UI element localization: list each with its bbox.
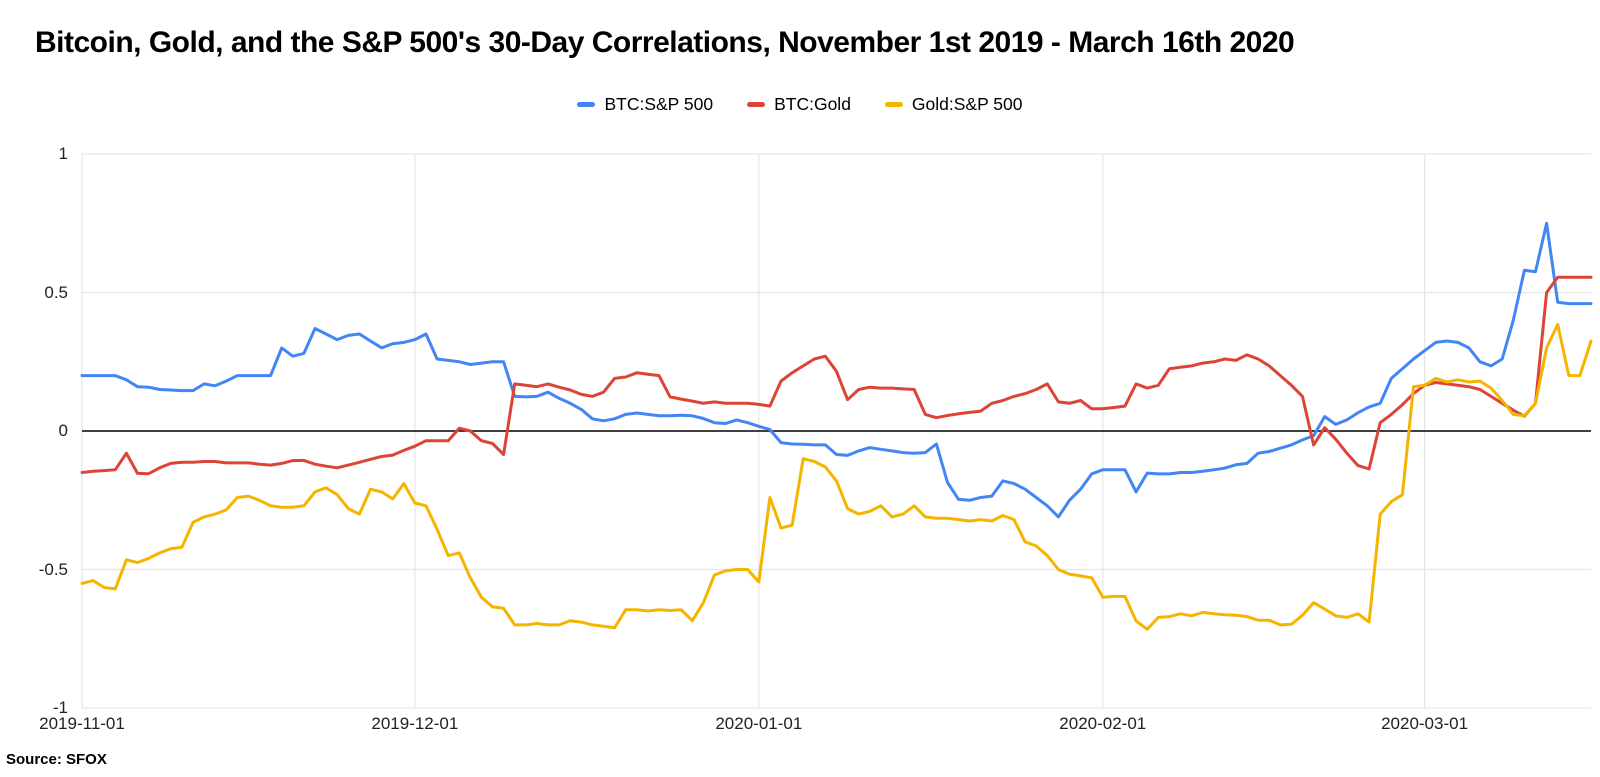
legend-swatch-yellow-icon bbox=[884, 102, 903, 107]
legend-label: BTC:Gold bbox=[774, 94, 851, 114]
x-axis-label: 2020-03-01 bbox=[1381, 714, 1469, 733]
legend-label: Gold:S&P 500 bbox=[911, 94, 1023, 114]
legend-label: BTC:S&P 500 bbox=[604, 94, 714, 114]
x-axis-label: 2020-02-01 bbox=[1059, 714, 1147, 733]
x-axis-label: 2020-01-01 bbox=[715, 714, 803, 733]
y-axis-label: -0.5 bbox=[38, 559, 68, 579]
y-axis-label: 0 bbox=[58, 421, 68, 440]
series-line-2 bbox=[80, 322, 1593, 631]
series-line-0 bbox=[80, 221, 1593, 519]
y-axis-label: 0.5 bbox=[44, 282, 68, 302]
legend-item-gold-sp500: Gold:S&P 500 bbox=[884, 94, 1023, 115]
series-line-1 bbox=[80, 275, 1593, 476]
source-note: Source: SFOX bbox=[6, 751, 107, 768]
chart-title: Bitcoin, Gold, and the S&P 500's 30-Day … bbox=[35, 26, 1295, 59]
legend-item-btc-gold: BTC:Gold bbox=[747, 94, 851, 115]
x-axis-label: 2019-12-01 bbox=[371, 714, 459, 733]
y-axis-label: 1 bbox=[58, 144, 68, 163]
y-axis-label: -1 bbox=[52, 698, 68, 717]
legend-swatch-blue-icon bbox=[577, 102, 596, 107]
legend-item-btc-sp500: BTC:S&P 500 bbox=[577, 94, 713, 115]
legend-swatch-red-icon bbox=[747, 102, 766, 107]
legend: BTC:S&P 500 BTC:Gold Gold:S&P 500 bbox=[0, 94, 1600, 115]
x-axis-label: 2019-11-01 bbox=[39, 714, 125, 733]
